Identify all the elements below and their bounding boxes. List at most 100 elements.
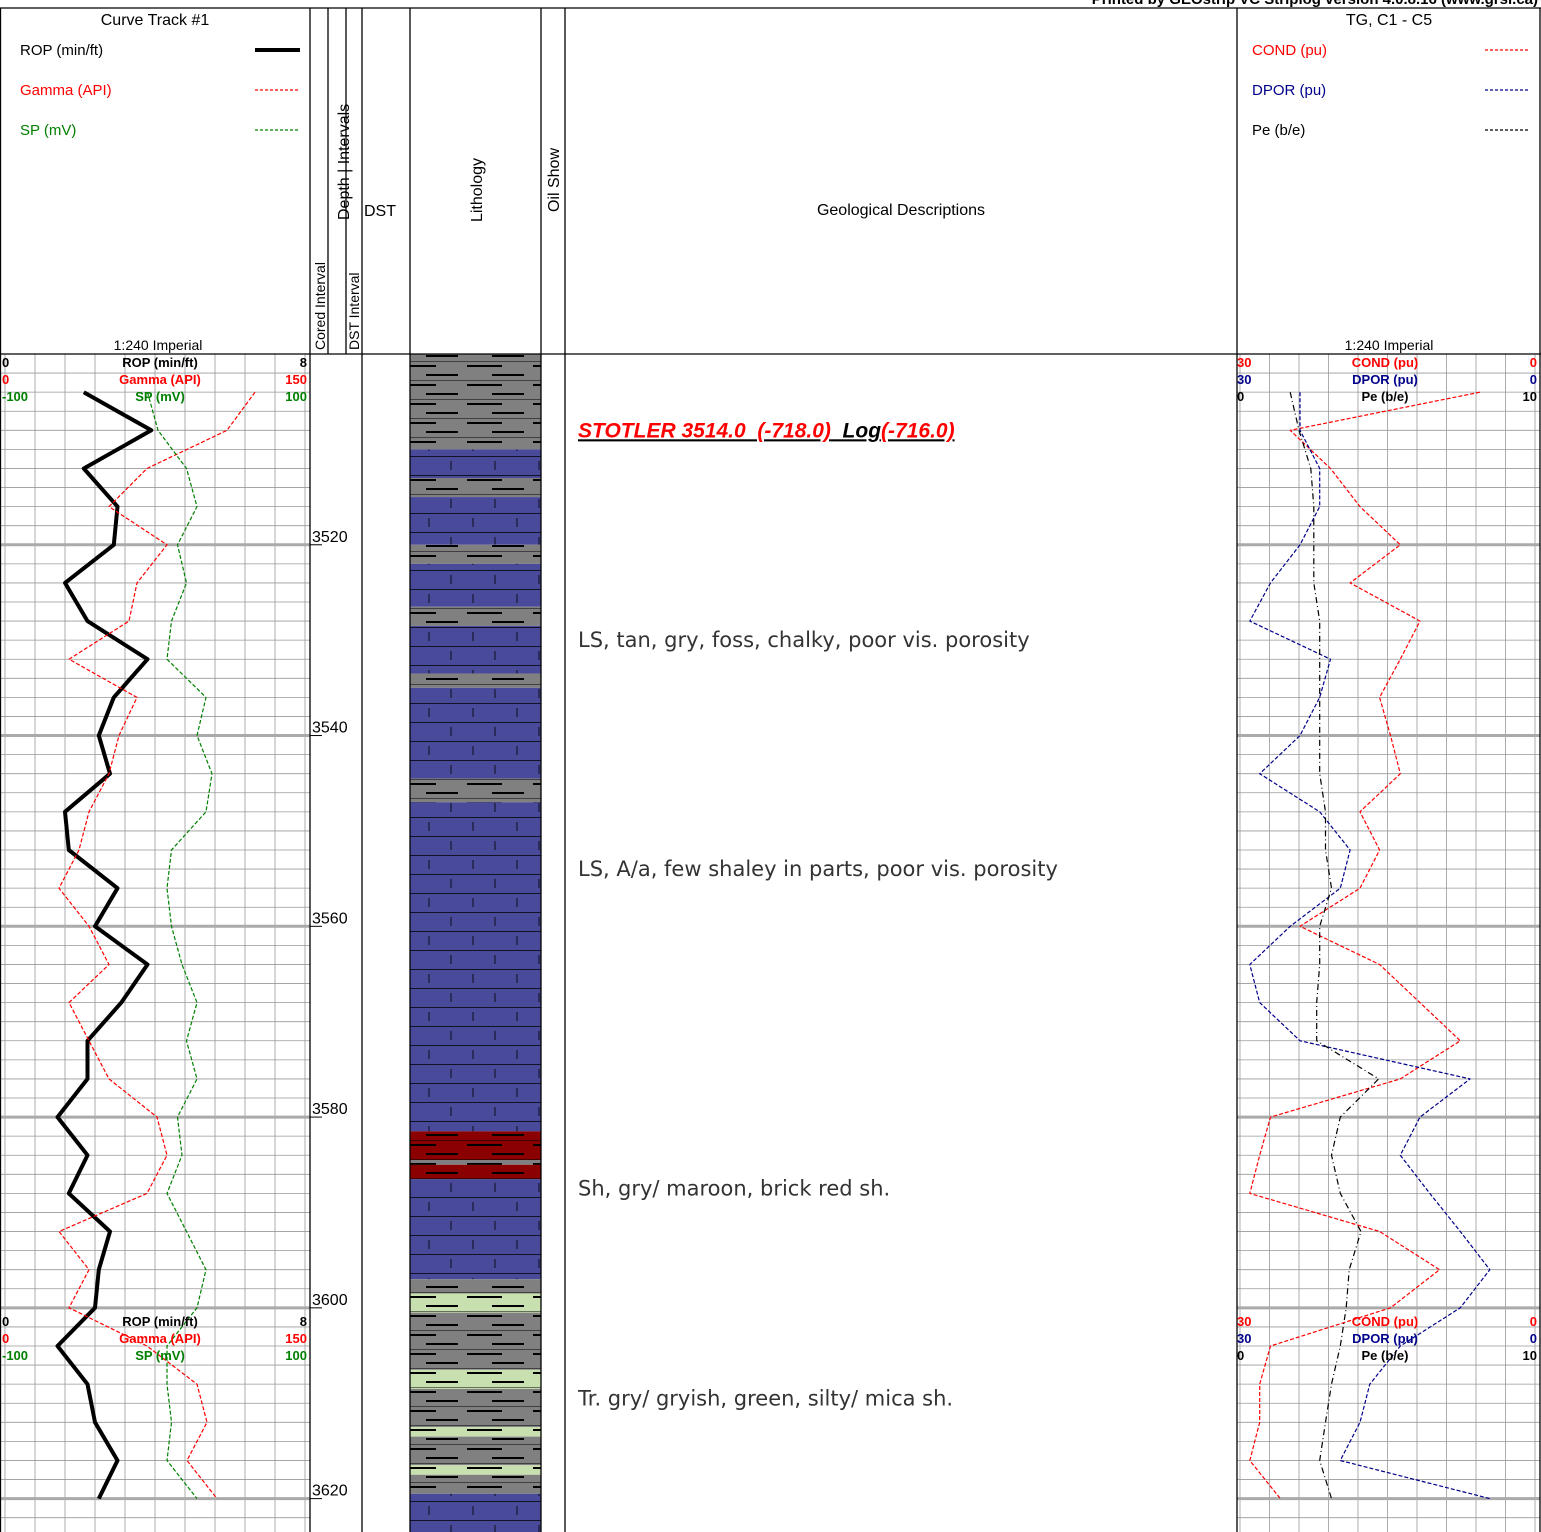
scale-max: 150 — [285, 372, 307, 387]
depth-label: 3560 — [312, 910, 348, 927]
lithology-pattern — [410, 1312, 541, 1370]
description: Tr. gry/ gryish, green, silty/ mica sh. — [577, 1386, 953, 1410]
lithology-pattern — [410, 1465, 541, 1475]
scale-min: 30 — [1237, 1314, 1251, 1329]
depth-header: Depth | Intervals — [336, 104, 353, 220]
dst-header: DST — [364, 203, 396, 220]
scale-max: 0 — [1530, 1331, 1537, 1346]
depth-label: 3580 — [312, 1101, 348, 1118]
description: STOTLER 3514.0 (-718.0) Log(-716.0) — [578, 419, 955, 442]
scale-max: 0 — [1530, 355, 1537, 370]
depth-label: 3540 — [312, 720, 348, 737]
curve-group — [55, 390, 256, 1500]
lithology-pattern — [410, 1131, 541, 1160]
lithology-pattern — [410, 673, 541, 688]
legend-label: Pe (b/e) — [1252, 122, 1305, 139]
legend-label: Gamma (API) — [20, 82, 112, 99]
scale-name: DPOR (pu) — [1352, 372, 1418, 387]
lithology-pattern — [410, 687, 541, 779]
description-part: LS, tan, gry, foss, chalky, poor vis. po… — [578, 628, 1030, 652]
lithology-pattern — [410, 802, 541, 1132]
lithology-pattern — [410, 1436, 541, 1466]
scale-min: 0 — [2, 372, 9, 387]
curve — [58, 391, 256, 1499]
lithology-pattern — [410, 1164, 541, 1180]
legend-label: DPOR (pu) — [1252, 82, 1326, 99]
lithology-pattern — [410, 1279, 541, 1294]
lithology-pattern — [410, 354, 541, 450]
curve — [55, 390, 154, 1500]
scale-max: 100 — [285, 1348, 307, 1363]
scale-name: SP (mV) — [135, 1348, 185, 1363]
scale-name: Pe (b/e) — [1362, 389, 1409, 404]
legend-label: ROP (min/ft) — [20, 42, 103, 59]
lithology-pattern — [410, 1179, 541, 1280]
scale-name: ROP (min/ft) — [122, 1314, 198, 1329]
curve — [1289, 392, 1380, 1499]
scale-max: 8 — [300, 355, 307, 370]
scale-max: 10 — [1523, 1348, 1537, 1363]
track-scale: 1:240 Imperial — [114, 337, 203, 353]
description-part: Sh, gry/ maroon, brick red sh. — [578, 1177, 890, 1201]
printed-by: Printed by GEOstrip VC Striplog version … — [1092, 0, 1538, 8]
scale-name: SP (mV) — [135, 389, 185, 404]
scale-min: 30 — [1237, 1331, 1251, 1346]
curve — [1249, 391, 1481, 1499]
scale-max: 100 — [285, 389, 307, 404]
grid — [0, 353, 1540, 1532]
description: Sh, gry/ maroon, brick red sh. — [578, 1177, 890, 1201]
track-title: TG, C1 - C5 — [1346, 12, 1432, 29]
scale-min: -100 — [2, 389, 28, 404]
lithology-pattern — [410, 449, 541, 478]
lithology-pattern — [410, 1160, 541, 1165]
lithology-pattern — [410, 1388, 541, 1428]
description-part: (-716.0) — [881, 419, 955, 442]
lithology-pattern — [410, 1293, 541, 1313]
scale-name: Gamma (API) — [119, 1331, 201, 1346]
lithology-pattern — [410, 497, 541, 545]
legend-label: SP (mV) — [20, 122, 76, 139]
description-part: LS, A/a, few shaley in parts, poor vis. … — [578, 857, 1058, 881]
labels: 3520 3540 3560 3580 3600 3620 ROP (min/ft) 0 ROP… — [2, 42, 1537, 1500]
scale-max: 10 — [1523, 389, 1537, 404]
lithology-pattern — [410, 778, 541, 803]
lithology-pattern — [410, 563, 541, 607]
scale-min: 0 — [2, 355, 9, 370]
scale-min: 0 — [1237, 1348, 1244, 1363]
scale-min: -100 — [2, 1348, 28, 1363]
scale-min: 0 — [2, 1314, 9, 1329]
lithology-pattern — [410, 625, 541, 674]
lithology-pattern — [410, 478, 541, 498]
scale-name: COND (pu) — [1352, 1314, 1418, 1329]
track-scale: 1:240 Imperial — [1345, 337, 1434, 353]
lithology-pattern — [410, 1474, 541, 1494]
curve — [146, 392, 213, 1499]
lithology-pattern — [410, 606, 541, 626]
marks — [55, 354, 1491, 1532]
oil-show-header: Oil Show — [546, 148, 563, 212]
track-title: Curve Track #1 — [101, 12, 210, 29]
lithology-pattern — [410, 1427, 541, 1437]
lithology-header: Lithology — [469, 158, 486, 222]
description-part: STOTLER 3514.0 (-718.0) — [578, 419, 831, 442]
curve-group — [1249, 391, 1491, 1500]
depth-label: 3600 — [312, 1292, 348, 1309]
scale-name: DPOR (pu) — [1352, 1331, 1418, 1346]
depth-label: 3520 — [312, 529, 348, 546]
description-part: Log — [831, 419, 881, 442]
scale-name: ROP (min/ft) — [122, 355, 198, 370]
scale-name: Gamma (API) — [119, 372, 201, 387]
scale-max: 0 — [1530, 372, 1537, 387]
frame — [0, 7, 1541, 1532]
description-part: Tr. gry/ gryish, green, silty/ mica sh. — [577, 1386, 953, 1410]
descriptions-header: Geological Descriptions — [817, 202, 985, 219]
lithology-pattern — [410, 1369, 541, 1389]
description: LS, A/a, few shaley in parts, poor vis. … — [578, 857, 1058, 881]
scale-name: COND (pu) — [1352, 355, 1418, 370]
scale-min: 30 — [1237, 355, 1251, 370]
scale-min: 30 — [1237, 372, 1251, 387]
lithology-pattern — [410, 544, 541, 564]
scale-min: 0 — [2, 1331, 9, 1346]
lithology-pattern — [410, 1493, 541, 1532]
scale-max: 0 — [1530, 1314, 1537, 1329]
